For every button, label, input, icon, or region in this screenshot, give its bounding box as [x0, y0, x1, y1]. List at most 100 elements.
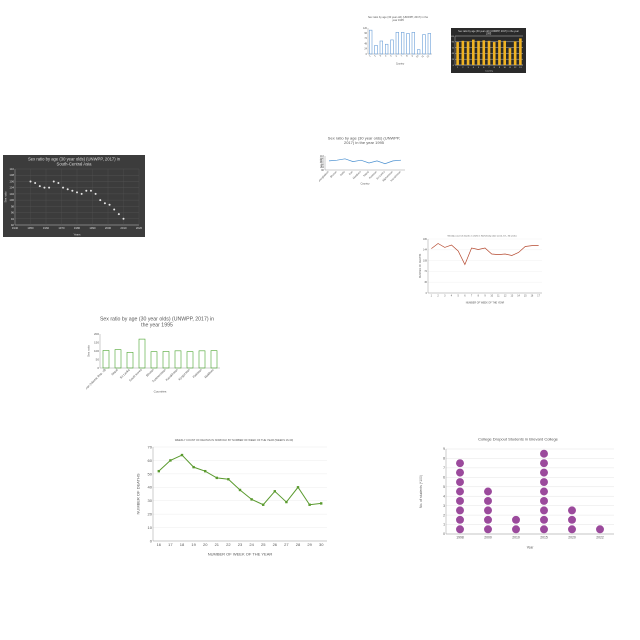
- x-tick-label: 22: [226, 542, 231, 547]
- chart-background: [319, 134, 409, 186]
- data-point: [29, 180, 32, 183]
- x-tick-label: 6: [464, 294, 466, 297]
- x-tick-label: 11: [497, 294, 500, 297]
- bar: [503, 40, 506, 65]
- x-tick-label: Nepal: [362, 170, 370, 178]
- y-tick-label: 94: [11, 217, 15, 221]
- x-tick-label: 26: [273, 542, 278, 547]
- y-axis-label: No. of students (*100): [419, 475, 423, 508]
- chart-title-line: the year 1995: [141, 323, 173, 329]
- y-tick-label: 5: [443, 485, 445, 489]
- y-tick-label: 0: [97, 366, 99, 370]
- data-dot: [596, 525, 604, 534]
- bar: [102, 350, 110, 369]
- data-dot: [456, 525, 464, 534]
- bar: [456, 42, 459, 65]
- x-tick-label: 2020: [568, 535, 576, 539]
- y-tick-label: 108: [423, 259, 428, 262]
- data-dot: [484, 496, 492, 505]
- y-tick-label: 180: [423, 238, 428, 241]
- data-dot: [484, 487, 492, 496]
- series-line: [328, 158, 402, 165]
- data-point: [238, 488, 242, 492]
- data-point: [122, 217, 125, 220]
- x-tick-label: 8: [494, 67, 496, 69]
- data-dot: [456, 478, 464, 487]
- y-tick-label: 92: [11, 223, 15, 227]
- x-tick-label: 3: [444, 294, 446, 297]
- weekly-deaths-red-line-chart: Weekly count of deaths in 2020 in Norfol…: [418, 233, 546, 305]
- bar: [390, 39, 394, 55]
- y-tick-label: 20: [148, 512, 153, 517]
- x-tick-label: Maldives: [204, 368, 216, 380]
- x-tick-label: 17: [168, 542, 173, 547]
- y-tick-label: 40: [148, 485, 153, 490]
- x-tick-label: 1: [457, 67, 459, 69]
- x-tick-label: 6: [483, 67, 485, 69]
- data-dot: [456, 506, 464, 515]
- y-tick-label: 110: [320, 154, 325, 158]
- x-tick-label: 5: [390, 54, 394, 58]
- chart-title-line: Sex ratio by age (30 year olds) (UNWPP, …: [100, 317, 214, 323]
- x-tick-label: 7: [400, 54, 404, 58]
- chart-background: [3, 155, 145, 237]
- y-tick-label: 106: [320, 157, 325, 161]
- x-axis-label: Years: [73, 233, 81, 237]
- x-tick-label: 2010: [512, 535, 520, 539]
- data-point: [192, 465, 195, 469]
- y-tick-label: 100: [94, 349, 99, 353]
- data-point: [80, 192, 83, 195]
- data-point: [38, 185, 41, 188]
- y-tick-label: 98: [321, 162, 324, 166]
- data-point: [85, 189, 88, 192]
- y-tick-label: 36: [424, 281, 427, 284]
- y-tick-label: 8: [443, 457, 445, 461]
- x-tick-label: 10: [415, 54, 419, 58]
- y-tick-label: 150: [94, 341, 99, 345]
- y-tick-label: 94: [321, 165, 324, 169]
- data-point: [215, 476, 218, 480]
- chart-svg: Sex ratio by age (30 year olds) (UNWPP, …: [86, 314, 228, 394]
- x-tick-label: 28: [296, 542, 301, 547]
- x-tick-label: Pakistan: [192, 368, 203, 379]
- bar: [406, 33, 410, 55]
- data-point: [103, 202, 106, 205]
- data-point: [48, 186, 51, 189]
- x-tick-label: 7: [488, 67, 490, 69]
- y-tick-label: 2: [443, 513, 445, 517]
- chart-title: Sex ratio by age (30 year olds) (UNWPP, 2…: [328, 136, 400, 146]
- x-tick-label: 19: [191, 542, 196, 547]
- data-dot: [484, 515, 492, 524]
- x-tick-label: 10: [503, 67, 506, 69]
- x-tick-label: 9: [484, 294, 486, 297]
- chart-title: Sex ratio by age (30 year olds) (UNWPP, …: [28, 157, 121, 167]
- data-dot: [540, 496, 548, 505]
- chart-svg: College Dropout Students in Brevard Coll…: [418, 435, 618, 550]
- y-tick-label: 48: [452, 53, 455, 55]
- y-tick-label: 6: [443, 476, 445, 480]
- chart-title-line: 2017) in the year 1995: [344, 140, 385, 145]
- data-dot: [568, 515, 576, 524]
- bar: [411, 32, 415, 55]
- data-dot: [540, 487, 548, 496]
- x-tick-label: 13: [510, 294, 513, 297]
- y-tick-label: 72: [424, 270, 427, 273]
- series-line: [431, 243, 539, 266]
- sex-ratio-dark-bar-chart-thumb: Sex ratio by age (30 year old) (UNWPP, 2…: [451, 28, 526, 73]
- y-tick-label: 60: [148, 458, 153, 463]
- bar: [492, 42, 496, 65]
- y-tick-label: 106: [9, 179, 14, 183]
- chart-title-line: 1995: [486, 33, 492, 36]
- x-tick-label: 25: [261, 542, 266, 547]
- bar: [487, 40, 491, 65]
- chart-svg: Sex ratio by age (30 year old) (UNWPP, 2…: [451, 28, 526, 73]
- x-axis-label: Country: [360, 182, 370, 186]
- y-tick-label: 3: [443, 504, 445, 508]
- x-axis-label: Countries: [154, 390, 167, 394]
- bar: [472, 39, 475, 65]
- chart-title-line: Sex ratio by age (30 year old) (UNWPP, 2…: [368, 15, 429, 19]
- bar: [186, 351, 194, 369]
- y-tick-label: 102: [320, 160, 325, 164]
- data-dot: [540, 478, 548, 487]
- x-tick-label: 30: [319, 542, 324, 547]
